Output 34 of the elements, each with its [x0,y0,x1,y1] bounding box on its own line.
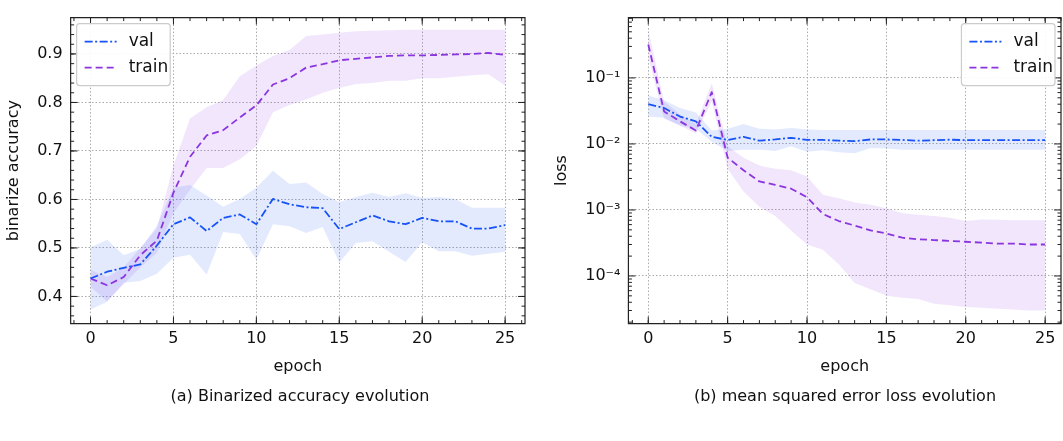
x-tick-label: 25 [494,328,516,348]
x-axis-title: epoch [820,355,870,375]
y-tick-label: 0.6 [37,188,63,208]
x-tick-label: 20 [955,328,976,348]
y-tick-label: 10⁻³ [585,199,621,219]
text: (a) Binarized accuracy evolution [170,386,430,405]
legend-label: val [1013,30,1039,51]
y-tick-label: 10⁻² [585,133,621,153]
x-tick-label: 25 [1034,328,1056,348]
text: (b) mean squared error loss evolution [693,386,997,405]
x-tick-label: 10 [246,328,267,348]
legend-label: train [128,56,169,77]
y-tick-label: 0.4 [37,285,63,305]
x-tick-label: 15 [329,328,350,348]
line-series [89,198,506,280]
y-tick-label: 0.8 [37,91,63,111]
legend-label: train [1013,56,1054,77]
x-tick-label: 5 [168,328,179,348]
legend-label: val [128,30,154,51]
y-axis-title: binarize accuracy [2,100,22,242]
y-tick-label: 0.5 [37,237,63,257]
y-tick-label: 10⁻¹ [585,67,621,87]
y-tick-label: 0.7 [37,140,63,160]
x-tick-label: 0 [85,328,96,348]
x-tick-label: 10 [796,328,818,348]
x-tick-label: 20 [412,328,433,348]
y-tick-label: 0.9 [37,43,63,63]
x-tick-label: 5 [722,328,733,348]
x-axis-title: epoch [273,355,323,375]
x-tick-label: 0 [643,328,654,348]
y-axis-title: loss [550,155,570,187]
line-series [647,103,1047,143]
x-tick-label: 15 [876,328,897,348]
y-tick-label: 10⁻⁴ [585,265,621,285]
